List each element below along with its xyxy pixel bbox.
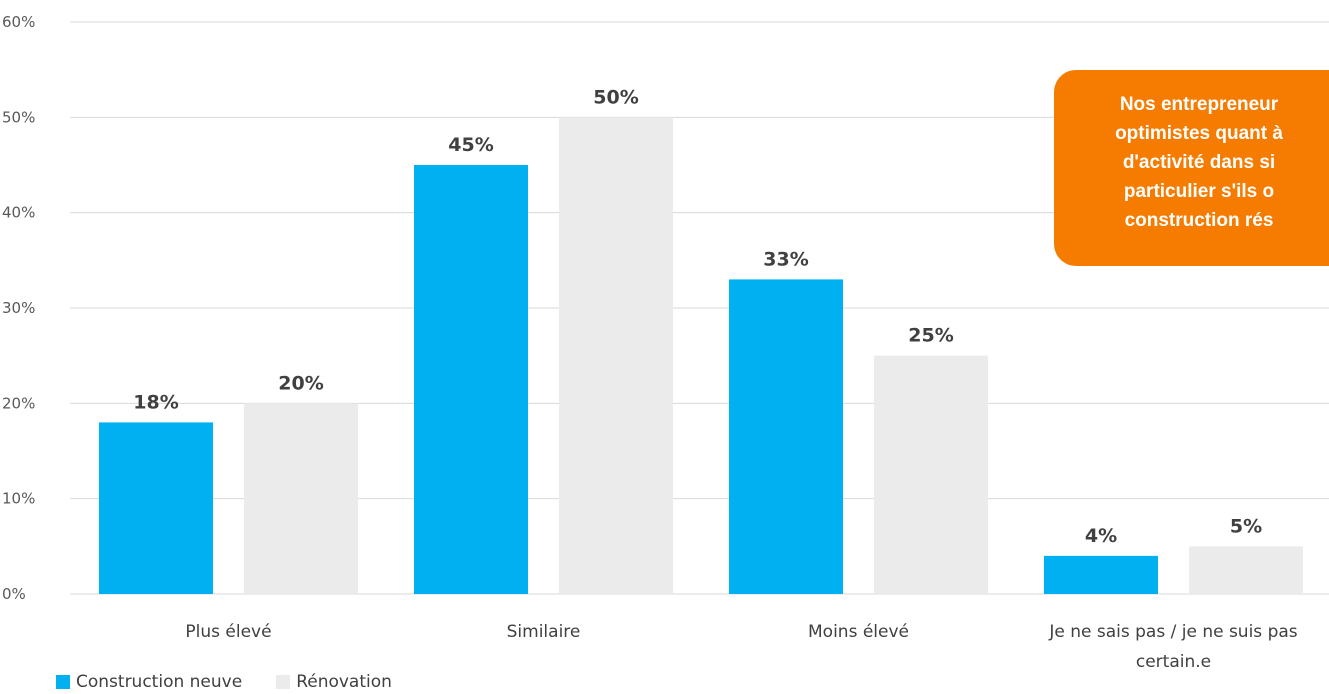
callout-text: Nos entrepreneur optimistes quant à d'ac… [1115, 94, 1283, 231]
bar-renovation [244, 403, 358, 594]
legend-label-renovation: Rénovation [296, 672, 392, 692]
x-category-label: Moins élevé [808, 622, 909, 642]
data-label: 4% [1085, 525, 1117, 547]
bar-construction-neuve [1044, 555, 1158, 594]
data-label: 45% [448, 134, 493, 156]
legend-item-construction-neuve: Construction neuve [56, 672, 242, 692]
bar-construction-neuve [414, 165, 528, 594]
y-tick-label: 60% [2, 13, 35, 31]
y-tick-label: 20% [2, 394, 35, 412]
x-category-label: Je ne sais pas / je ne suis pas [1048, 622, 1297, 642]
x-category-label: certain.e [1136, 652, 1211, 672]
x-category-label: Plus élevé [185, 622, 271, 642]
data-label: 20% [278, 372, 323, 394]
data-label: 33% [763, 248, 808, 270]
legend-label-construction-neuve: Construction neuve [76, 672, 243, 692]
y-tick-label: 0% [2, 585, 26, 603]
bar-renovation [1189, 546, 1303, 594]
bar-construction-neuve [729, 279, 843, 594]
legend-swatch-construction-neuve [56, 675, 70, 689]
legend: Construction neuve Rénovation [56, 672, 392, 692]
y-tick-label: 50% [2, 108, 35, 126]
legend-swatch-renovation [276, 675, 291, 689]
y-tick-label: 40% [2, 204, 35, 222]
bar-renovation [874, 355, 988, 594]
y-tick-label: 30% [2, 299, 35, 317]
x-category-label: Similaire [507, 622, 581, 642]
data-label: 50% [593, 86, 638, 108]
bar-renovation [559, 117, 673, 594]
callout-box: Nos entrepreneur optimistes quant à d'ac… [1054, 70, 1329, 266]
legend-item-renovation: Rénovation [276, 672, 392, 692]
data-label: 25% [908, 325, 953, 347]
y-tick-label: 10% [2, 490, 35, 508]
data-label: 18% [133, 391, 178, 413]
data-label: 5% [1230, 515, 1262, 537]
bar-construction-neuve [99, 422, 213, 594]
